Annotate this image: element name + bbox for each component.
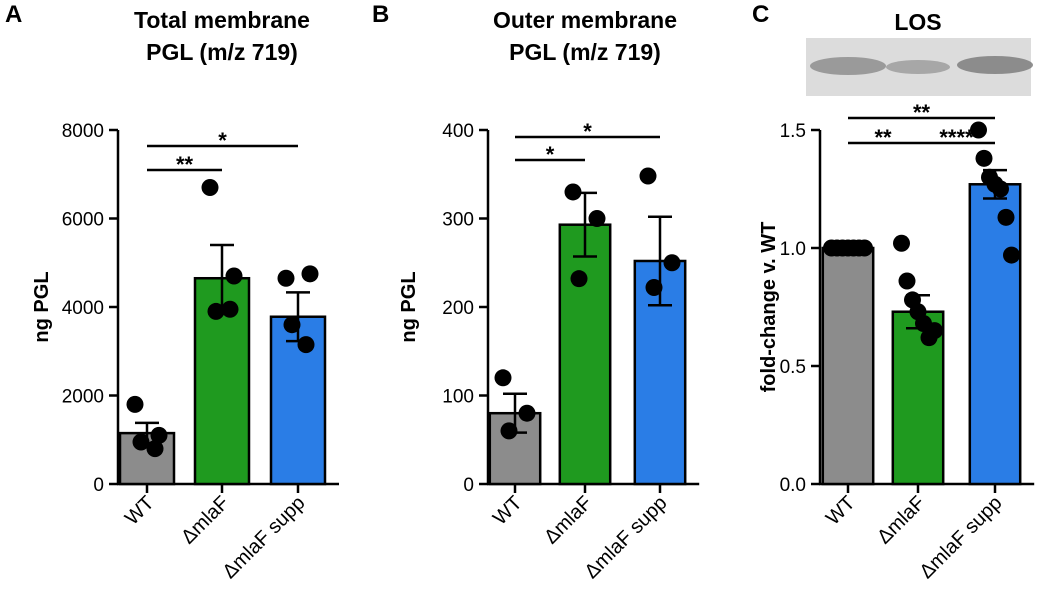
data-point xyxy=(970,121,987,139)
bar xyxy=(821,246,875,486)
y-tick-label: 1.0 xyxy=(780,239,806,260)
data-point xyxy=(225,267,243,285)
chart-title: Outer membrane xyxy=(493,7,677,33)
data-point xyxy=(297,336,315,354)
blot-band xyxy=(886,60,950,74)
significance-label: ** xyxy=(176,152,194,177)
data-point xyxy=(975,149,993,167)
data-point xyxy=(564,183,582,201)
data-point xyxy=(221,300,239,318)
panel-letter: B xyxy=(372,1,389,28)
chart-title: LOS xyxy=(894,9,941,35)
data-point xyxy=(898,272,916,290)
x-tick-label: ΔmlaF supp xyxy=(219,492,310,583)
data-point xyxy=(588,210,606,227)
chart-title: PGL (m/z 719) xyxy=(509,39,661,65)
panel-letter: A xyxy=(5,1,22,28)
data-point xyxy=(893,234,910,252)
x-tick-label: WT xyxy=(822,492,860,530)
los-blot xyxy=(806,38,1033,96)
significance-label: ** xyxy=(874,125,892,150)
y-tick-label: 0.5 xyxy=(780,357,806,378)
data-point xyxy=(663,254,681,272)
y-tick-label: 8000 xyxy=(62,121,104,142)
significance-label: * xyxy=(218,128,227,153)
y-tick-label: 400 xyxy=(442,121,474,142)
y-tick-label: 6000 xyxy=(62,210,104,231)
significance-label: **** xyxy=(939,125,974,150)
data-point xyxy=(301,265,319,283)
x-tick-label: ΔmlaF supp xyxy=(916,492,1007,583)
data-point xyxy=(201,179,219,197)
x-tick-label: WT xyxy=(121,492,159,530)
data-point xyxy=(126,395,144,413)
x-tick-label: ΔmlaF xyxy=(540,492,596,548)
data-point xyxy=(518,404,536,422)
data-point xyxy=(277,269,295,287)
x-tick-label: ΔmlaF xyxy=(177,492,233,548)
data-point xyxy=(856,239,873,257)
x-tick-label: ΔmlaF xyxy=(873,492,929,548)
y-tick-label: 0 xyxy=(463,475,474,496)
panel-letter: C xyxy=(752,1,769,28)
x-tick-label: WT xyxy=(489,492,527,530)
data-point xyxy=(132,433,150,451)
data-point xyxy=(494,369,512,387)
data-point xyxy=(992,180,1009,198)
blot-band xyxy=(810,57,886,75)
y-axis-label: ng PGL xyxy=(398,271,420,342)
y-tick-label: 200 xyxy=(442,298,474,319)
y-tick-label: 4000 xyxy=(62,298,104,319)
data-point xyxy=(1003,246,1020,264)
significance-label: * xyxy=(546,142,555,167)
chart-title: PGL (m/z 719) xyxy=(146,39,298,65)
data-point xyxy=(500,422,518,440)
data-point xyxy=(639,167,657,185)
data-point xyxy=(645,279,663,297)
bar xyxy=(968,183,1022,486)
data-point xyxy=(146,440,164,458)
bar xyxy=(488,411,542,486)
significance-label: ** xyxy=(913,100,931,125)
blot-band xyxy=(957,56,1033,74)
y-tick-label: 0 xyxy=(93,475,104,496)
data-point xyxy=(926,322,943,340)
chart-title: Total membrane xyxy=(134,7,310,33)
data-point xyxy=(283,316,301,334)
y-tick-label: 2000 xyxy=(62,387,104,408)
data-point xyxy=(997,208,1015,226)
y-axis-label: ng PGL xyxy=(31,271,53,342)
data-point xyxy=(570,270,588,288)
data-point xyxy=(207,302,225,320)
y-tick-label: 0.0 xyxy=(780,475,806,496)
y-axis-label: fold-change v. WT xyxy=(758,222,780,393)
data-point xyxy=(150,426,168,444)
y-tick-label: 300 xyxy=(442,210,474,231)
y-tick-label: 1.5 xyxy=(780,121,806,142)
bar xyxy=(558,223,612,486)
significance-label: * xyxy=(583,119,592,144)
y-tick-label: 100 xyxy=(442,387,474,408)
